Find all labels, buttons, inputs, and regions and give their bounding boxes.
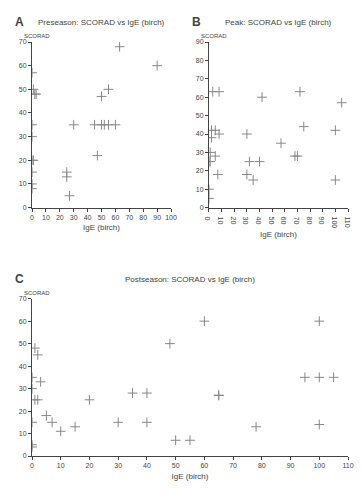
svg-text:100: 100 bbox=[331, 217, 338, 229]
svg-text:40: 40 bbox=[255, 217, 262, 225]
svg-text:C: C bbox=[15, 272, 24, 286]
svg-text:0: 0 bbox=[204, 217, 211, 221]
svg-text:20: 20 bbox=[19, 157, 27, 164]
svg-text:80: 80 bbox=[196, 57, 204, 64]
svg-text:80: 80 bbox=[139, 214, 147, 221]
svg-text:20: 20 bbox=[230, 217, 237, 225]
svg-text:70: 70 bbox=[196, 75, 204, 82]
svg-text:100: 100 bbox=[165, 214, 177, 221]
svg-text:60: 60 bbox=[19, 318, 27, 325]
svg-text:0: 0 bbox=[200, 204, 204, 211]
svg-text:90: 90 bbox=[287, 462, 295, 469]
svg-text:40: 40 bbox=[19, 363, 27, 370]
svg-text:70: 70 bbox=[19, 295, 27, 302]
svg-text:SCORAD: SCORAD bbox=[24, 33, 50, 39]
svg-text:0: 0 bbox=[30, 462, 34, 469]
svg-text:30: 30 bbox=[19, 385, 27, 392]
svg-text:10: 10 bbox=[19, 430, 27, 437]
svg-text:Postseason: SCORAD vs IgE (bir: Postseason: SCORAD vs IgE (birch) bbox=[125, 275, 255, 284]
svg-text:A: A bbox=[15, 15, 24, 29]
svg-text:70: 70 bbox=[125, 214, 133, 221]
svg-text:60: 60 bbox=[19, 62, 27, 69]
svg-text:60: 60 bbox=[196, 94, 204, 101]
svg-text:Peak: SCORAD vs IgE (birch): Peak: SCORAD vs IgE (birch) bbox=[225, 18, 332, 27]
svg-text:SCORAD: SCORAD bbox=[24, 290, 50, 296]
svg-text:90: 90 bbox=[153, 214, 161, 221]
svg-text:10: 10 bbox=[57, 462, 65, 469]
svg-text:50: 50 bbox=[196, 112, 204, 119]
svg-text:100: 100 bbox=[313, 462, 325, 469]
svg-text:30: 30 bbox=[114, 462, 122, 469]
svg-text:30: 30 bbox=[242, 217, 249, 225]
svg-text:IgE (birch): IgE (birch) bbox=[83, 223, 120, 232]
svg-text:40: 40 bbox=[19, 109, 27, 116]
svg-text:0: 0 bbox=[23, 204, 27, 211]
svg-text:B: B bbox=[192, 15, 201, 29]
svg-text:20: 20 bbox=[19, 408, 27, 415]
svg-text:50: 50 bbox=[172, 462, 180, 469]
svg-text:IgE (birch): IgE (birch) bbox=[172, 472, 209, 481]
svg-text:20: 20 bbox=[86, 462, 94, 469]
svg-text:110: 110 bbox=[344, 217, 351, 228]
svg-text:70: 70 bbox=[229, 462, 237, 469]
svg-text:30: 30 bbox=[196, 149, 204, 156]
svg-text:30: 30 bbox=[70, 214, 78, 221]
svg-text:IgE (birch): IgE (birch) bbox=[260, 230, 297, 239]
svg-text:50: 50 bbox=[19, 86, 27, 93]
svg-text:70: 70 bbox=[19, 38, 27, 45]
svg-text:60: 60 bbox=[200, 462, 208, 469]
svg-text:40: 40 bbox=[143, 462, 151, 469]
svg-text:50: 50 bbox=[19, 340, 27, 347]
svg-text:40: 40 bbox=[84, 214, 92, 221]
svg-text:0: 0 bbox=[23, 452, 27, 459]
svg-text:110: 110 bbox=[342, 462, 353, 469]
svg-text:70: 70 bbox=[293, 217, 300, 225]
svg-text:0: 0 bbox=[30, 214, 34, 221]
svg-text:20: 20 bbox=[196, 167, 204, 174]
svg-text:30: 30 bbox=[19, 133, 27, 140]
svg-text:10: 10 bbox=[196, 186, 204, 193]
svg-text:20: 20 bbox=[56, 214, 64, 221]
svg-text:90: 90 bbox=[318, 217, 325, 225]
svg-text:40: 40 bbox=[196, 130, 204, 137]
svg-text:60: 60 bbox=[112, 214, 120, 221]
svg-text:80: 80 bbox=[306, 217, 313, 225]
svg-text:10: 10 bbox=[42, 214, 50, 221]
svg-text:Preseason: SCORAD vs IgE (birc: Preseason: SCORAD vs IgE (birch) bbox=[38, 18, 165, 27]
svg-text:10: 10 bbox=[217, 217, 224, 225]
svg-text:90: 90 bbox=[196, 38, 204, 45]
svg-text:10: 10 bbox=[19, 180, 27, 187]
svg-text:50: 50 bbox=[98, 214, 106, 221]
svg-text:50: 50 bbox=[268, 217, 275, 225]
svg-text:60: 60 bbox=[280, 217, 287, 225]
svg-text:SCORAD: SCORAD bbox=[201, 33, 227, 39]
svg-text:80: 80 bbox=[258, 462, 266, 469]
